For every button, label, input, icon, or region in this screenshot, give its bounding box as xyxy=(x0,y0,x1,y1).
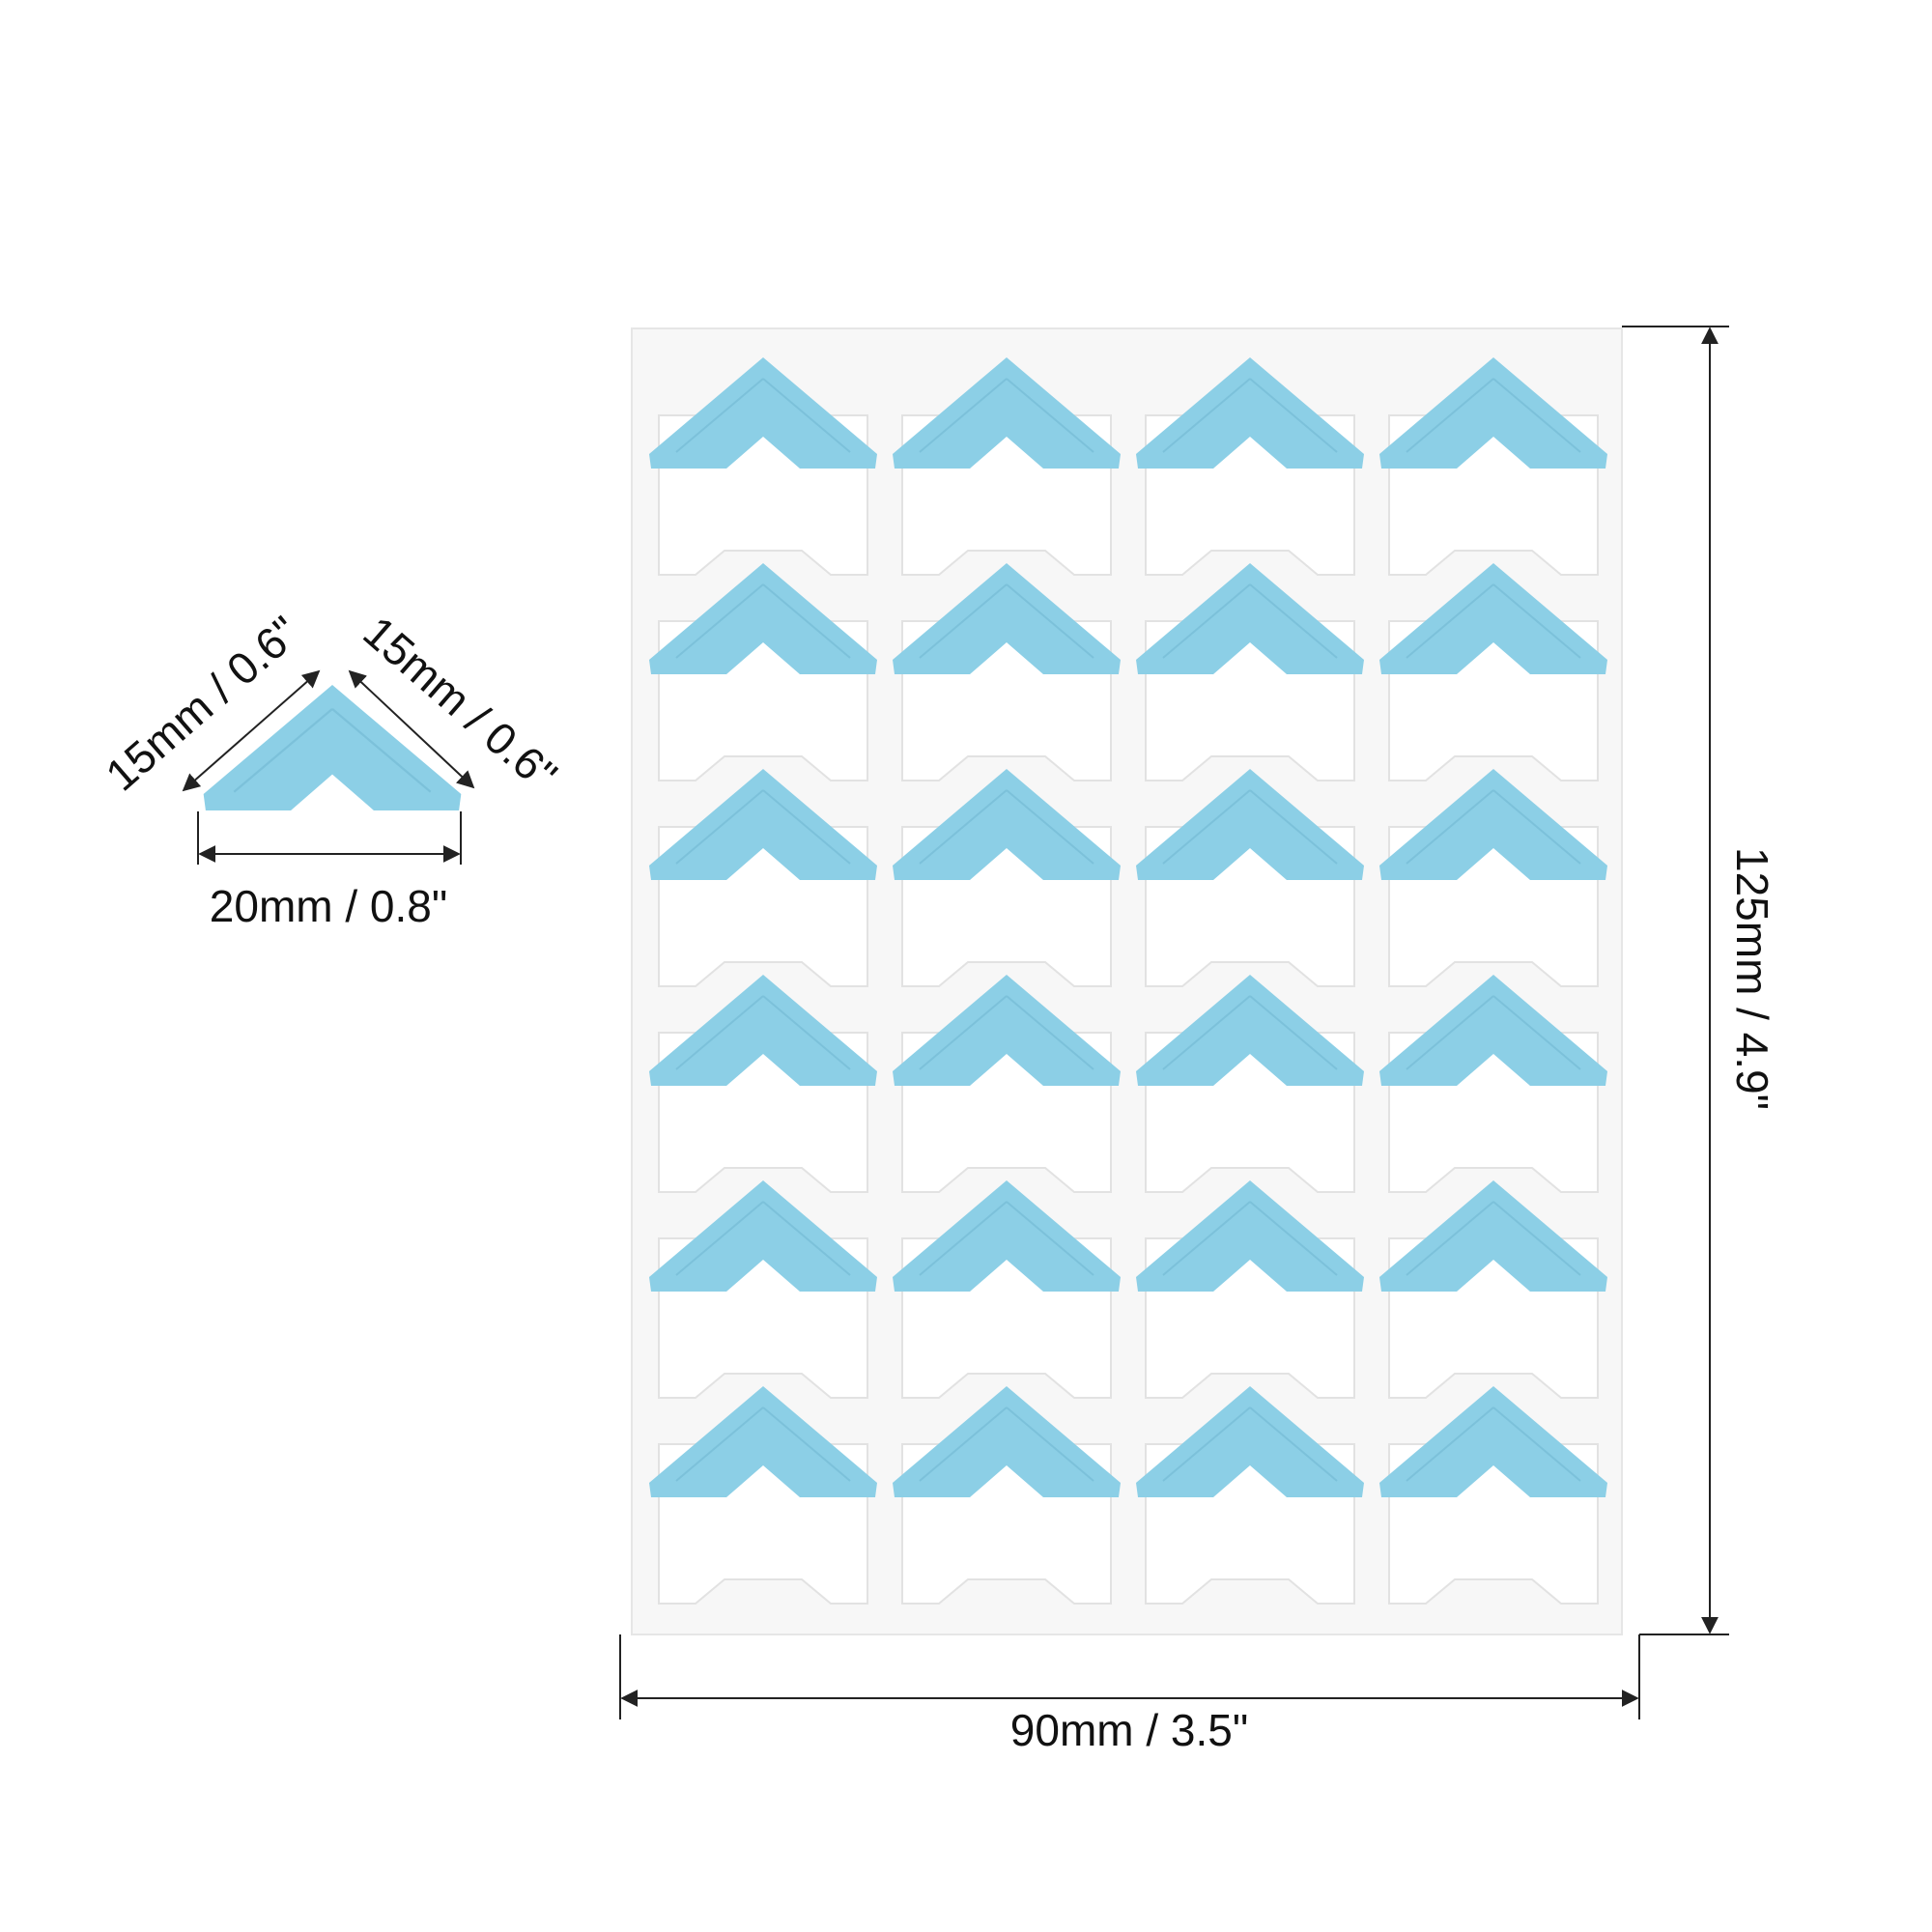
corner-shape xyxy=(1136,563,1364,674)
corner-shape xyxy=(893,357,1121,469)
corner-sticker xyxy=(649,563,877,781)
single-corner xyxy=(203,685,462,810)
corner-sticker xyxy=(1136,1180,1364,1399)
corner-shape xyxy=(893,563,1121,674)
corner-shape xyxy=(649,1386,877,1497)
corner-sticker xyxy=(893,975,1121,1193)
corner-shape xyxy=(893,769,1121,880)
corner-crease xyxy=(1406,1406,1581,1482)
corner-shape xyxy=(1379,975,1607,1086)
corner-sticker xyxy=(1379,357,1607,576)
corner-crease xyxy=(1162,378,1338,453)
corner-crease xyxy=(675,995,851,1070)
corner-sticker xyxy=(893,1180,1121,1399)
corner-crease xyxy=(919,1201,1094,1276)
corner-shape xyxy=(649,357,877,469)
corner-crease xyxy=(1406,995,1581,1070)
corner-sticker xyxy=(1379,975,1607,1193)
corner-shape xyxy=(1136,357,1364,469)
corner-shape xyxy=(893,1180,1121,1292)
corner-sticker xyxy=(1379,1180,1607,1399)
dim-line xyxy=(348,669,475,789)
corner-crease xyxy=(675,583,851,659)
corner-crease xyxy=(1162,995,1338,1070)
sticker-grid xyxy=(649,357,1607,1605)
corner-sticker xyxy=(1136,563,1364,781)
corner-shape xyxy=(1136,1180,1364,1292)
corner-crease xyxy=(919,995,1094,1070)
corner-sticker xyxy=(893,357,1121,576)
corner-crease xyxy=(919,583,1094,659)
corner-shape xyxy=(649,769,877,880)
sheet-width-label: 90mm / 3.5" xyxy=(1010,1705,1248,1755)
corner-crease xyxy=(675,1201,851,1276)
corner-sticker xyxy=(1136,357,1364,576)
corner-sticker xyxy=(1136,769,1364,987)
sheet-height-label: 125mm / 4.9" xyxy=(1727,847,1777,1110)
corner-sticker xyxy=(893,769,1121,987)
corner-sticker xyxy=(649,357,877,576)
corner-crease xyxy=(1162,583,1338,659)
corner-shape xyxy=(649,563,877,674)
corner-sticker xyxy=(1379,1386,1607,1605)
corner-sticker xyxy=(649,1386,877,1605)
corner-width-label: 20mm / 0.8" xyxy=(210,881,447,931)
corner-shape xyxy=(893,1386,1121,1497)
corner-sticker xyxy=(893,1386,1121,1605)
corner-sticker xyxy=(1379,563,1607,781)
corner-shape xyxy=(1379,1180,1607,1292)
corner-shape xyxy=(649,975,877,1086)
corner-sticker xyxy=(1136,975,1364,1193)
corner-shape xyxy=(1379,1386,1607,1497)
corner-crease xyxy=(1162,789,1338,865)
corner-crease xyxy=(1406,378,1581,453)
corner-sticker xyxy=(649,1180,877,1399)
corner-crease xyxy=(919,1406,1094,1482)
corner-shape xyxy=(1379,563,1607,674)
corner-crease xyxy=(675,378,851,453)
corner-crease xyxy=(1406,1201,1581,1276)
corner-sticker xyxy=(649,975,877,1193)
corner-shape xyxy=(1379,357,1607,469)
corner-shape xyxy=(893,975,1121,1086)
corner-crease xyxy=(1162,1406,1338,1482)
corner-crease xyxy=(675,1406,851,1482)
corner-sticker xyxy=(649,769,877,987)
corner-shape xyxy=(1379,769,1607,880)
corner-crease xyxy=(1406,789,1581,865)
corner-sticker xyxy=(1136,1386,1364,1605)
corner-crease xyxy=(919,789,1094,865)
corner-crease xyxy=(1406,583,1581,659)
corner-shape xyxy=(1136,769,1364,880)
dim-line xyxy=(182,669,321,792)
corner-shape xyxy=(1136,975,1364,1086)
corner-crease xyxy=(1162,1201,1338,1276)
corner-shape xyxy=(649,1180,877,1292)
corner-shape xyxy=(1136,1386,1364,1497)
corner-crease xyxy=(919,378,1094,453)
corner-sticker xyxy=(893,563,1121,781)
corner-sticker xyxy=(1379,769,1607,987)
corner-crease xyxy=(675,789,851,865)
